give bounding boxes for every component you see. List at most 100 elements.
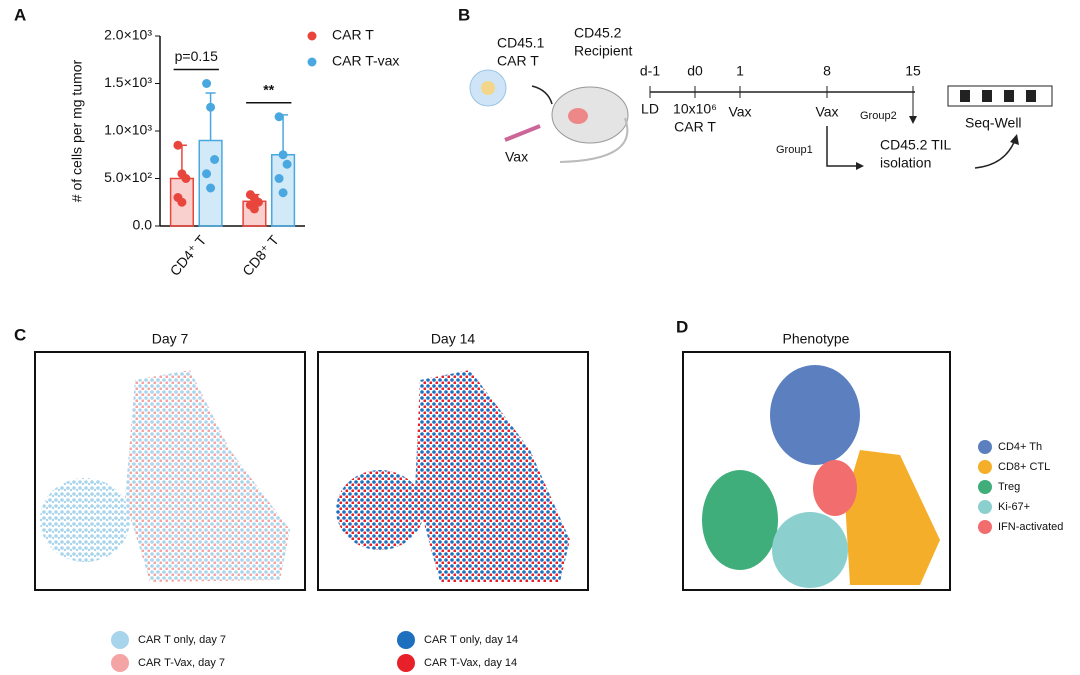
- label: CD45.2: [574, 25, 622, 41]
- data-point: [274, 112, 284, 122]
- tail: [559, 117, 629, 163]
- timeline-ticks: [649, 86, 917, 124]
- umap-phenotype: Phenotype CD4+ Th CD8+ CTL Treg Ki-67+ IFN-a…: [682, 331, 1063, 591]
- legend-label: CAR T-Vax, day 14: [424, 657, 517, 669]
- y-axis-label: # of cells per mg tumor: [69, 59, 85, 202]
- y-tick-label: 5.0×10²: [104, 169, 152, 185]
- legend-marker: [397, 654, 415, 672]
- event: LD: [641, 101, 659, 117]
- data-point: [274, 174, 284, 183]
- label: Vax: [505, 149, 528, 165]
- annotation: **: [263, 81, 274, 97]
- data-point: [177, 197, 187, 207]
- cell-icon: [481, 81, 495, 95]
- legend-marker: [111, 654, 129, 672]
- legend-marker: [978, 460, 992, 474]
- day: 15: [905, 63, 921, 79]
- legend-label: CAR T-vax: [332, 53, 399, 69]
- panel-label: B: [458, 5, 470, 24]
- x-tick-label: CD4⁺ T: [167, 232, 210, 279]
- data-point: [278, 188, 288, 198]
- plot-title: Day 7: [152, 331, 189, 347]
- data-point: [210, 155, 220, 164]
- event: 10x10⁶: [673, 101, 717, 117]
- syringe: [504, 124, 541, 142]
- legend-marker: [978, 440, 992, 454]
- arrow: [974, 139, 1016, 169]
- legend-label: Treg: [998, 481, 1020, 493]
- y-tick-label: 0.0: [133, 217, 153, 233]
- legend-label: IFN-activated: [998, 521, 1063, 533]
- legend-marker: [307, 31, 317, 41]
- event: Vax: [728, 104, 751, 120]
- data-point: [282, 159, 292, 169]
- panel-label: A: [14, 5, 26, 24]
- arrow: [531, 85, 553, 105]
- data-point: [202, 79, 212, 88]
- cluster: [813, 460, 857, 516]
- data-point: [173, 140, 183, 150]
- cluster: [336, 470, 424, 550]
- label: CD45.2 TIL: [880, 137, 952, 153]
- legend-marker: [111, 631, 129, 649]
- y-tick-label: 1.0×10³: [104, 122, 152, 138]
- group-label: Group2: [860, 110, 897, 122]
- tumor-icon: [568, 108, 588, 124]
- day: d0: [687, 63, 703, 79]
- data-point: [202, 169, 212, 179]
- data-point: [206, 183, 216, 193]
- cluster: [845, 450, 940, 585]
- umap-day7: Day 7 CAR T only, day 7 CAR T-Vax, day 7: [34, 331, 306, 672]
- legend-marker: [397, 631, 415, 649]
- cluster: [125, 370, 290, 582]
- legend-marker: [307, 57, 317, 67]
- label: Recipient: [574, 43, 632, 59]
- data-point: [278, 150, 288, 160]
- cluster: [770, 365, 860, 465]
- legend-marker: [978, 500, 992, 514]
- legend-label: CAR T-Vax, day 7: [138, 657, 225, 669]
- panel-label: D: [676, 317, 688, 336]
- cluster: [415, 370, 570, 582]
- bar-chart: 0.0 5.0×10² 1.0×10³ 1.5×10³ 2.0×10³ # of cell…: [69, 27, 400, 279]
- panel-labels: A B C D: [14, 5, 688, 344]
- day: d-1: [640, 63, 660, 79]
- panel-label: C: [14, 325, 26, 344]
- label: CD45.1: [497, 35, 545, 51]
- legend-label: CAR T: [332, 27, 374, 43]
- group-label: Group1: [776, 144, 813, 156]
- bar: [198, 139, 223, 227]
- umap-day14: Day 14 CAR T only, day 14 CAR T-Vax, day…: [317, 331, 589, 672]
- data-point: [249, 204, 259, 214]
- y-tick-label: 1.5×10³: [104, 74, 152, 90]
- legend-label: CAR T only, day 14: [424, 634, 518, 646]
- legend-label: Ki-67+: [998, 501, 1030, 513]
- label: isolation: [880, 155, 931, 171]
- data-point: [206, 102, 216, 112]
- label: Seq-Well: [965, 115, 1022, 131]
- legend-label: CD8+ CTL: [998, 461, 1050, 473]
- plot-title: Day 14: [431, 331, 476, 347]
- label: CAR T: [497, 53, 539, 69]
- legend: CD4+ Th CD8+ CTL Treg Ki-67+ IFN-activated: [978, 440, 1063, 534]
- mouse-icon: [551, 86, 629, 144]
- x-tick-label: CD8⁺ T: [239, 232, 282, 279]
- data-point: [253, 197, 263, 207]
- day: 1: [736, 63, 744, 79]
- cluster: [772, 512, 848, 588]
- event: CAR T: [674, 119, 716, 135]
- diagram: CD45.1 CAR T CD45.2 Recipient Vax d-1 d0…: [469, 25, 1053, 171]
- day: 8: [823, 63, 831, 79]
- legend-label: CD4+ Th: [998, 441, 1042, 453]
- data-point: [181, 174, 191, 183]
- plot-title: Phenotype: [783, 331, 850, 347]
- legend-marker: [978, 520, 992, 534]
- legend-marker: [978, 480, 992, 494]
- y-tick-label: 2.0×10³: [104, 27, 152, 43]
- arrow: [826, 126, 858, 167]
- annotation: p=0.15: [175, 48, 218, 64]
- cluster: [702, 470, 778, 570]
- cluster: [40, 478, 130, 562]
- legend-label: CAR T only, day 7: [138, 634, 226, 646]
